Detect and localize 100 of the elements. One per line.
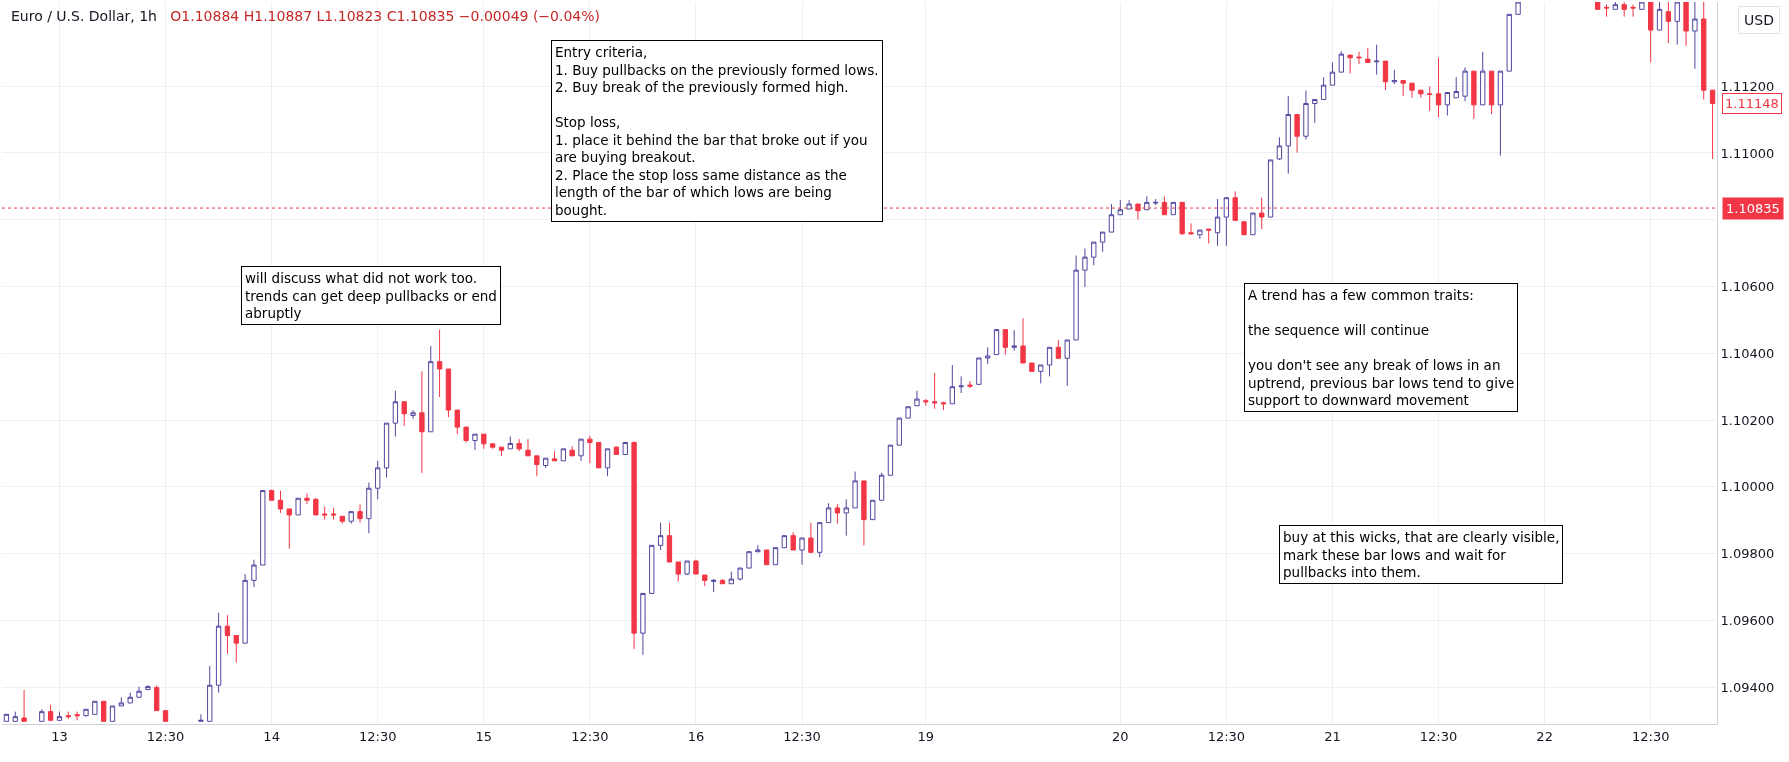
candlestick [684, 560, 690, 576]
candlestick [1665, 2, 1672, 44]
candlestick [1029, 362, 1035, 372]
candlestick [1046, 346, 1053, 377]
candlestick [852, 471, 858, 509]
candlestick [83, 708, 89, 718]
candlestick [268, 489, 275, 501]
chart-title: Euro / U.S. Dollar, 1h [11, 8, 157, 24]
x-tick-label: 20 [1112, 728, 1129, 744]
x-tick-label: 14 [263, 728, 280, 744]
candlestick [207, 665, 213, 722]
candlestick [109, 705, 116, 722]
candlestick [560, 448, 567, 462]
y-tick-label: 1.11000 [1720, 145, 1775, 161]
candlestick [834, 503, 841, 525]
candlestick [436, 329, 443, 398]
candlestick [976, 357, 982, 385]
candlestick [1709, 89, 1716, 160]
candlestick [304, 493, 310, 505]
candlestick [1462, 66, 1468, 102]
candlestick [940, 401, 947, 411]
candlestick [286, 508, 292, 550]
text: USD [1744, 12, 1774, 28]
annotation: buy at this wicks, that are clearly visible, mark these bar lows and wait for pullbacks into them. [1283, 529, 1560, 581]
y-tick-label: 1.09400 [1720, 679, 1775, 695]
candlestick [631, 440, 637, 650]
x-tick-label: 19 [917, 728, 935, 744]
x-tick-label: 22 [1536, 728, 1553, 744]
x-tick-label: 13 [51, 728, 68, 744]
candlestick [923, 398, 929, 407]
candlestick [905, 406, 911, 419]
candlestick [1197, 229, 1203, 240]
candlestick [1108, 203, 1115, 233]
candlestick [74, 711, 80, 721]
candlestick [1188, 222, 1194, 236]
candlestick [1099, 231, 1106, 253]
y-tick-label: 1.10000 [1720, 479, 1775, 495]
text: 1.11148 [1725, 96, 1779, 111]
candlestick [410, 409, 416, 420]
candlestick [817, 522, 823, 558]
candlestick [710, 578, 717, 593]
candlestick [931, 372, 938, 410]
candlestick [737, 567, 743, 581]
candlestick [1648, 2, 1654, 63]
candlestick [755, 544, 761, 553]
candlestick [1020, 317, 1026, 364]
candlestick [967, 380, 973, 389]
y-tick-label: 1.10600 [1720, 279, 1775, 295]
candlestick [1373, 44, 1380, 75]
candlestick [481, 433, 487, 450]
candlestick [65, 711, 71, 720]
candlestick [1002, 329, 1009, 356]
candlestick [808, 522, 814, 553]
candlestick [772, 547, 779, 566]
candlestick [1091, 241, 1097, 266]
candlestick [1250, 212, 1256, 236]
candlestick [1382, 60, 1389, 91]
candlestick [419, 370, 425, 474]
candlestick [1117, 199, 1123, 216]
candlestick [1427, 85, 1433, 112]
y-tick-label: 1.10200 [1720, 412, 1775, 428]
candlestick [233, 635, 239, 664]
candlestick [985, 346, 991, 365]
candlestick [993, 329, 1000, 356]
candlestick [1418, 89, 1424, 99]
x-tick-label: 12:30 [146, 728, 185, 744]
candlestick [498, 446, 505, 457]
candlestick [145, 684, 151, 691]
candlestick [242, 573, 248, 644]
candlestick [1144, 195, 1150, 211]
candlestick [728, 571, 734, 585]
candlestick [1506, 13, 1512, 72]
candlestick [1312, 99, 1318, 124]
candlestick [693, 559, 699, 575]
candlestick [428, 345, 434, 433]
candlestick [1320, 76, 1327, 101]
candlestick [1055, 339, 1062, 359]
candlestick [1453, 76, 1459, 99]
candlestick [1497, 70, 1504, 157]
x-tick-label: 12:30 [1207, 728, 1246, 744]
candlestick [1621, 2, 1627, 18]
candlestick [1338, 50, 1344, 73]
candlestick [781, 535, 788, 549]
x-tick-label: 12:30 [1631, 728, 1670, 744]
candlestick [622, 441, 628, 455]
candlestick [162, 710, 169, 722]
candlestick [1603, 4, 1610, 18]
candlestick [870, 499, 876, 521]
candlestick [746, 551, 752, 569]
candlestick [640, 592, 646, 656]
candlestick [1294, 114, 1300, 154]
candlestick [56, 711, 63, 721]
candlestick [463, 426, 469, 443]
y-tick-label: 1.09600 [1720, 613, 1775, 629]
candlestick [1082, 247, 1088, 288]
candlestick [1152, 198, 1159, 206]
candlestick [949, 364, 955, 405]
x-tick-label: 12:30 [783, 728, 821, 744]
candlestick [1409, 82, 1415, 99]
candlestick [1073, 254, 1079, 341]
